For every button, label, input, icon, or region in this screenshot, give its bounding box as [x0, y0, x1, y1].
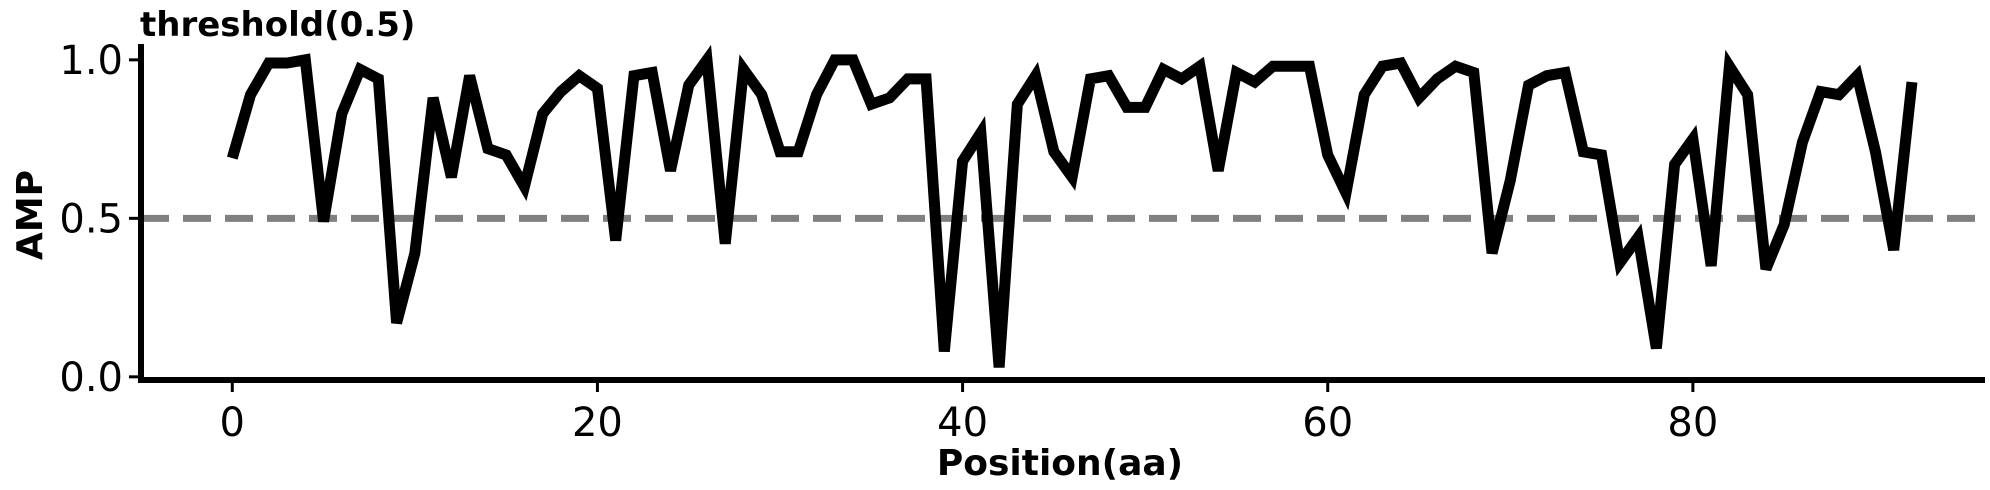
x-tick-label: 60 — [1302, 400, 1353, 446]
x-ticks: 0 20 40 60 80 — [220, 380, 1718, 446]
y-ticks: 0.0 0.5 1.0 — [59, 38, 141, 401]
x-tick-label: 40 — [937, 400, 988, 446]
x-tick-label: 0 — [220, 400, 245, 446]
x-tick-label: 20 — [572, 400, 623, 446]
threshold-annotation: threshold(0.5) — [140, 5, 415, 45]
x-tick-label: 80 — [1667, 400, 1718, 446]
y-tick-label: 0.0 — [59, 355, 123, 401]
y-tick-label: 0.5 — [59, 196, 123, 242]
y-tick-label: 1.0 — [59, 38, 123, 84]
y-axis-title: AMP — [10, 170, 51, 260]
series-line — [227, 44, 1918, 368]
x-axis-title: Position(aa) — [937, 443, 1183, 484]
